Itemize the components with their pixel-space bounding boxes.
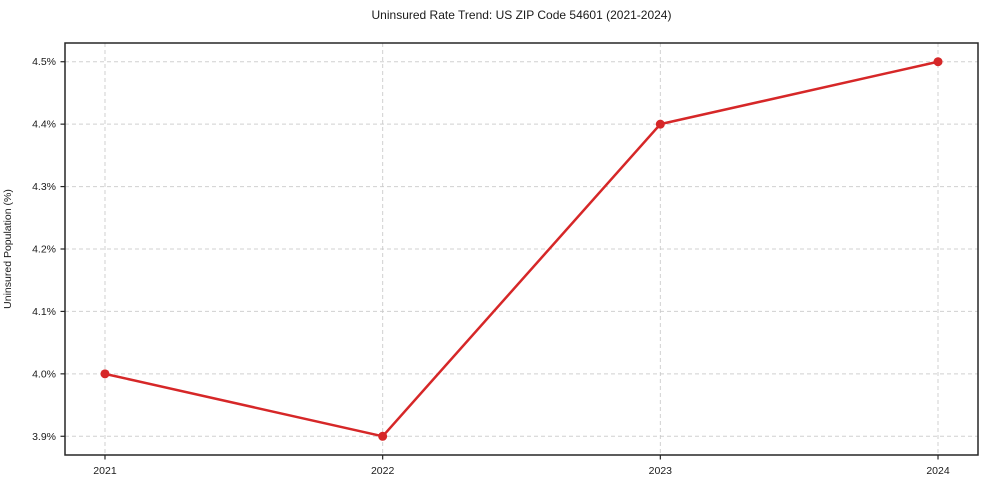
x-tick-label: 2024 bbox=[926, 465, 950, 477]
data-point bbox=[100, 369, 110, 379]
y-tick-label: 4.2% bbox=[32, 244, 56, 256]
x-tick-label: 2021 bbox=[93, 465, 117, 477]
y-tick-label: 4.3% bbox=[32, 181, 56, 193]
y-tick-label: 4.4% bbox=[32, 119, 56, 131]
chart-title: Uninsured Rate Trend: US ZIP Code 54601 … bbox=[371, 8, 672, 22]
y-tick-label: 4.1% bbox=[32, 306, 56, 318]
data-point bbox=[933, 57, 943, 67]
y-tick-label: 3.9% bbox=[32, 431, 56, 443]
data-point bbox=[655, 119, 665, 129]
data-point bbox=[378, 431, 388, 441]
x-tick-label: 2022 bbox=[371, 465, 395, 477]
y-tick-label: 4.0% bbox=[32, 368, 56, 380]
series-line bbox=[103, 60, 940, 438]
x-tick-label: 2023 bbox=[649, 465, 673, 477]
y-tick-label: 4.5% bbox=[32, 56, 56, 68]
